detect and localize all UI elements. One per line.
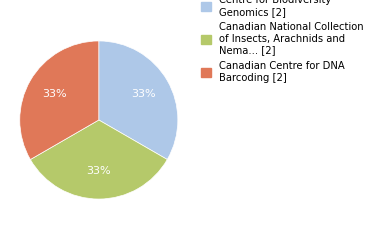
Wedge shape xyxy=(30,120,167,199)
Legend: Centre for Biodiversity
Genomics [2], Canadian National Collection
of Insects, A: Centre for Biodiversity Genomics [2], Ca… xyxy=(201,0,364,83)
Wedge shape xyxy=(20,41,99,160)
Text: 33%: 33% xyxy=(87,166,111,176)
Text: 33%: 33% xyxy=(131,89,155,99)
Text: 33%: 33% xyxy=(42,89,66,99)
Wedge shape xyxy=(99,41,178,160)
